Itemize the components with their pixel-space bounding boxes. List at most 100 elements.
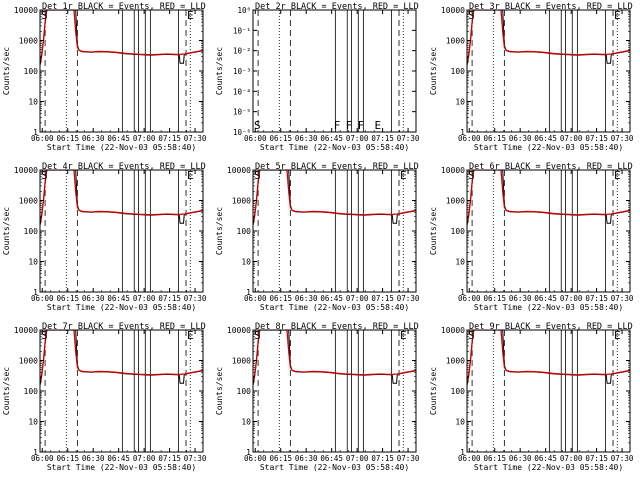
y-tick-label: 1000 xyxy=(446,197,465,206)
segment-letter-S: S xyxy=(41,9,48,22)
x-tick-label: 07:15 xyxy=(371,294,394,303)
y-tick-label: 100 xyxy=(24,67,39,76)
x-tick-label: 07:00 xyxy=(346,454,369,463)
y-tick-label: 100 xyxy=(451,67,466,76)
y-tick-label: 10⁻⁶ xyxy=(233,128,251,137)
y-tick-label: 10⁻¹ xyxy=(233,26,251,35)
y-axis-label: Counts/sec xyxy=(215,207,224,255)
lld-line xyxy=(467,170,630,224)
x-tick-label: 07:30 xyxy=(184,454,207,463)
x-tick-label: 06:30 xyxy=(295,454,318,463)
x-tick-label: 07:00 xyxy=(560,294,583,303)
lld-line xyxy=(40,330,203,384)
x-tick-label: 07:30 xyxy=(611,294,634,303)
x-tick-label: 06:45 xyxy=(107,294,130,303)
panel-data xyxy=(40,10,203,132)
x-tick-label: 06:15 xyxy=(56,294,79,303)
x-tick-label: 06:15 xyxy=(483,454,506,463)
x-tick-label: 06:00 xyxy=(458,134,481,143)
x-axis-label: Start Time (22-Nov-03 05:58:40) xyxy=(260,463,409,472)
y-tick-label: 1 xyxy=(246,448,251,457)
x-tick-label: 06:30 xyxy=(295,134,318,143)
y-tick-label: 1 xyxy=(460,448,465,457)
panel-title: Det 9r BLACK = Events, RED = LLD xyxy=(469,322,633,332)
x-tick-label: 06:15 xyxy=(269,454,292,463)
y-tick-label: 1 xyxy=(33,128,38,137)
x-tick-label: 07:00 xyxy=(133,294,156,303)
segment-letter-F: F xyxy=(334,119,341,132)
segment-letter-E: E xyxy=(400,169,407,182)
y-tick-label: 100 xyxy=(451,227,466,236)
segment-letter-S: S xyxy=(254,119,261,132)
x-tick-label: 07:30 xyxy=(397,294,420,303)
lld-line xyxy=(467,10,630,64)
lld-line xyxy=(40,10,203,64)
segment-letter-E: E xyxy=(614,169,621,182)
x-tick-label: 06:30 xyxy=(509,134,532,143)
segment-letter-E: E xyxy=(187,169,194,182)
segment-letter-S: S xyxy=(41,169,48,182)
y-tick-label: 1000 xyxy=(232,357,251,366)
y-axis-label: Counts/sec xyxy=(2,47,11,95)
x-tick-label: 07:30 xyxy=(611,134,634,143)
x-tick-label: 06:00 xyxy=(458,294,481,303)
y-tick-label: 10⁰ xyxy=(237,6,251,15)
panel-data xyxy=(40,330,203,452)
x-tick-label: 06:15 xyxy=(56,454,79,463)
y-tick-label: 100 xyxy=(237,387,252,396)
segment-letter-S: S xyxy=(254,329,261,342)
x-tick-label: 06:00 xyxy=(31,294,54,303)
x-axis-label: Start Time (22-Nov-03 05:58:40) xyxy=(474,303,623,312)
panel-title: Det 7r BLACK = Events, RED = LLD xyxy=(42,322,206,332)
y-tick-label: 1000 xyxy=(232,197,251,206)
x-tick-label: 07:15 xyxy=(158,294,181,303)
segment-letter-F: F xyxy=(346,119,353,132)
x-tick-label: 06:30 xyxy=(509,294,532,303)
x-tick-label: 07:15 xyxy=(585,134,608,143)
x-tick-label: 06:00 xyxy=(244,134,267,143)
y-tick-label: 10000 xyxy=(227,166,251,175)
panel-title: Det 8r BLACK = Events, RED = LLD xyxy=(255,322,419,332)
y-tick-label: 100 xyxy=(237,227,252,236)
segment-letter-S: S xyxy=(254,169,261,182)
segment-letter-E: E xyxy=(400,329,407,342)
x-axis-label: Start Time (22-Nov-03 05:58:40) xyxy=(47,463,196,472)
segment-letter-S: S xyxy=(41,329,48,342)
panel-title: Det 4r BLACK = Events, RED = LLD xyxy=(42,162,206,172)
y-axis-label: Counts/sec xyxy=(429,367,438,415)
y-tick-label: 10 xyxy=(455,418,465,427)
x-tick-label: 07:15 xyxy=(585,454,608,463)
x-tick-label: 06:45 xyxy=(320,454,343,463)
x-axis-label: Start Time (22-Nov-03 05:58:40) xyxy=(260,303,409,312)
x-axis-label: Start Time (22-Nov-03 05:58:40) xyxy=(47,303,196,312)
y-tick-label: 10000 xyxy=(14,326,38,335)
x-tick-label: 07:15 xyxy=(158,454,181,463)
y-tick-label: 10 xyxy=(28,418,38,427)
panel-title: Det 2r BLACK = Events, RED = LLD xyxy=(255,2,419,12)
y-tick-label: 10000 xyxy=(227,326,251,335)
panel-data xyxy=(467,170,630,292)
x-tick-label: 07:30 xyxy=(184,134,207,143)
y-axis-label: Counts/sec xyxy=(429,47,438,95)
x-axis-label: Start Time (22-Nov-03 05:58:40) xyxy=(474,143,623,152)
x-tick-label: 06:45 xyxy=(534,294,557,303)
x-tick-label: 06:30 xyxy=(295,294,318,303)
x-tick-label: 06:15 xyxy=(269,134,292,143)
y-tick-label: 10 xyxy=(28,258,38,267)
y-tick-label: 10 xyxy=(455,98,465,107)
panel-data xyxy=(257,10,404,132)
lld-line xyxy=(253,330,416,384)
panel-data xyxy=(253,170,416,292)
x-tick-label: 06:00 xyxy=(244,294,267,303)
x-tick-label: 06:15 xyxy=(483,134,506,143)
y-tick-label: 1 xyxy=(460,128,465,137)
x-tick-label: 07:00 xyxy=(560,454,583,463)
lld-line xyxy=(467,330,630,384)
